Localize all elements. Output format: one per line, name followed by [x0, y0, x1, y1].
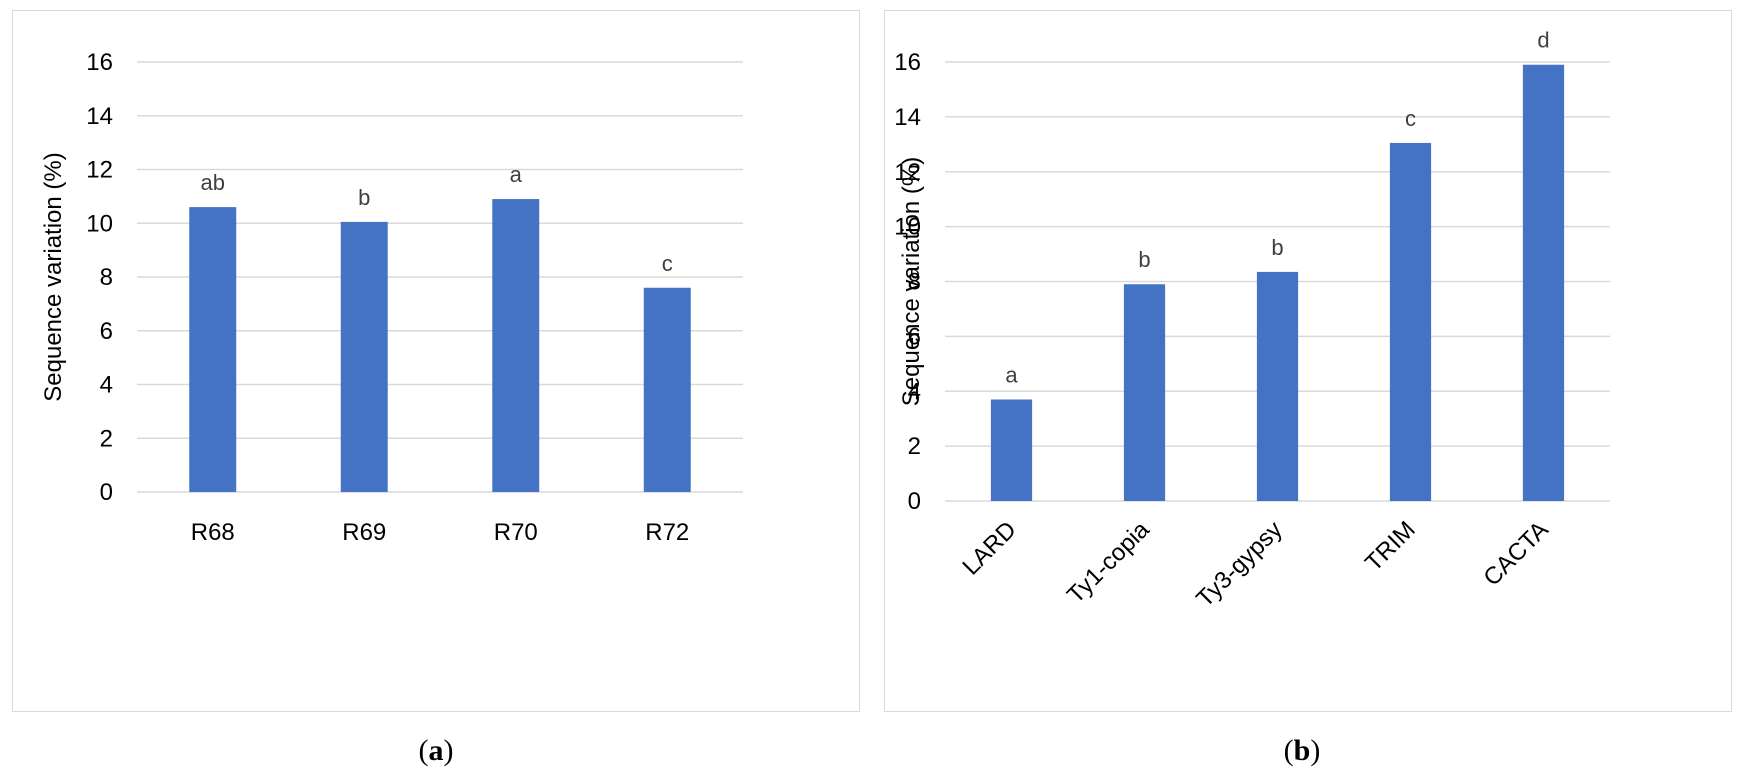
x-tick-label: R70 — [494, 519, 538, 546]
y-tick-label: 8 — [908, 269, 921, 296]
y-tick-label: 10 — [86, 210, 113, 237]
y-tick-label: 8 — [100, 264, 113, 291]
y-tick-label: 2 — [100, 425, 113, 452]
y-tick-label: 0 — [100, 479, 113, 506]
x-tick-label: R69 — [342, 519, 386, 546]
significance-label: b — [1271, 235, 1283, 260]
y-tick-label: 12 — [894, 159, 921, 186]
caption-b: (b) — [1283, 734, 1321, 767]
y-tick-label: 6 — [100, 318, 113, 345]
significance-label: a — [1005, 362, 1018, 387]
significance-label: c — [662, 251, 673, 276]
x-tick-label: LARD — [957, 516, 1021, 580]
chart-panel-b: 0 2 4 6 8 10 12 14 16 Sequence variation (%) a LARD… — [884, 10, 1732, 712]
y-tick-label: 12 — [86, 157, 113, 184]
chart-panel-a: 0 2 4 6 8 10 12 14 16 Sequence variation (%) ab R68… — [12, 10, 860, 712]
y-tick-label: 6 — [908, 323, 921, 350]
y-axis-label: Sequence variation (%) — [898, 157, 925, 406]
y-tick-label: 16 — [894, 49, 921, 76]
y-tick-label: 16 — [86, 49, 113, 76]
x-tick-label: R68 — [191, 519, 235, 546]
x-tick-label: Ty1-copia — [1062, 516, 1155, 609]
y-tick-label: 14 — [894, 104, 921, 131]
x-tick-label: CACTA — [1478, 516, 1553, 591]
chart-b-svg: 0 2 4 6 8 10 12 14 16 Sequence variation (%) a LARD… — [894, 28, 1610, 613]
significance-label: ab — [201, 170, 225, 195]
bar-ty3-gypsy — [1256, 271, 1299, 501]
significance-label: b — [1138, 247, 1150, 272]
y-tick-label: 4 — [908, 378, 921, 405]
significance-label: b — [358, 185, 370, 210]
significance-label: a — [510, 162, 523, 187]
bar-r68 — [189, 207, 237, 492]
y-tick-label: 14 — [86, 103, 113, 130]
significance-label: d — [1537, 28, 1549, 53]
bar-r70 — [492, 199, 540, 492]
y-tick-label: 2 — [908, 433, 921, 460]
significance-label: c — [1405, 106, 1416, 131]
y-tick-label: 0 — [908, 488, 921, 515]
bar-ty1-copia — [1123, 284, 1166, 501]
y-tick-label: 4 — [100, 372, 113, 399]
y-tick-label: 10 — [894, 214, 921, 241]
bar-trim — [1389, 142, 1432, 502]
x-tick-label: TRIM — [1360, 516, 1421, 577]
bar-r69 — [340, 221, 388, 492]
bar-lard — [990, 399, 1033, 501]
y-axis-label: Sequence variation (%) — [40, 152, 67, 401]
x-tick-label: Ty3-gypsy — [1191, 516, 1287, 612]
caption-a: (a) — [418, 734, 454, 767]
bar-cacta — [1522, 64, 1565, 502]
bar-r72 — [643, 287, 691, 492]
x-tick-label: R72 — [645, 519, 689, 546]
